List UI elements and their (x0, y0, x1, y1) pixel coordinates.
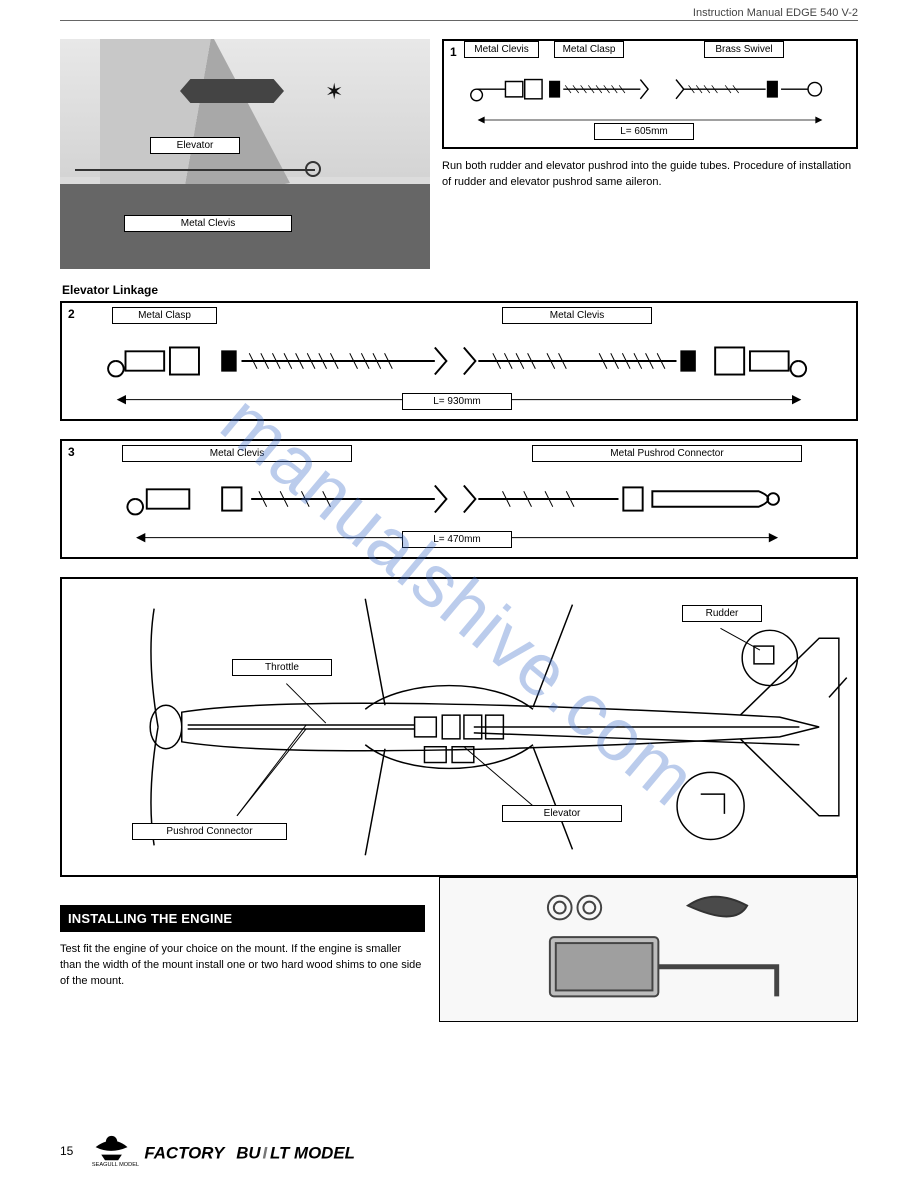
elevator-linkage-diagram: 2 (60, 301, 858, 421)
svg-text:I: I (263, 1143, 268, 1162)
engine-mount-photo (439, 877, 858, 1022)
step-2: 2 (68, 307, 75, 321)
pushrod-connector-label: Pushrod Connector (132, 823, 287, 840)
throttle-label: Throttle (232, 659, 332, 676)
connector-label-3: Metal Pushrod Connector (532, 445, 802, 462)
elevator-label-tv: Elevator (502, 805, 622, 822)
swivel-label-1: Brass Swivel (704, 41, 784, 58)
engine-section-body: Test fit the engine of your choice on th… (60, 942, 425, 990)
clevis-label-1: Metal Clevis (464, 41, 539, 58)
elevator-label: Elevator (150, 137, 240, 154)
elevator-photo: ✶ Elevator Metal Clevis (60, 39, 430, 269)
step-3: 3 (68, 445, 75, 459)
page-number: 15 (60, 1144, 73, 1158)
svg-text:FACTORY: FACTORY (144, 1143, 226, 1162)
throttle-linkage-diagram: 3 (60, 439, 858, 559)
svg-text:BU: BU (236, 1143, 261, 1162)
header-title: Instruction Manual EDGE 540 V-2 (693, 7, 858, 19)
metal-clevis-label: Metal Clevis (124, 215, 292, 232)
clevis-label-3: Metal Clevis (122, 445, 352, 462)
step-1: 1 (450, 45, 457, 59)
length-label-1: L= 605mm (594, 123, 694, 140)
clasp-label-1: Metal Clasp (554, 41, 624, 58)
rudder-linkage-diagram: 1 (442, 39, 858, 149)
clevis-label-2: Metal Clevis (502, 307, 652, 324)
rudder-label: Rudder (682, 605, 762, 622)
length-label-3: L= 470mm (402, 531, 512, 548)
engine-section-title: INSTALLING THE ENGINE (60, 905, 425, 932)
plane-topview-diagram: Throttle Pushrod Connector Rudder Elevat… (60, 577, 858, 877)
elevator-linkage-title: Elevator Linkage (62, 283, 858, 297)
notes-text: Run both rudder and elevator pushrod int… (442, 159, 858, 191)
footer-logo: SEAGULL MODEL FACTORY BU I LT MODEL (90, 1130, 390, 1168)
brand-text: SEAGULL MODEL (92, 1162, 139, 1168)
svg-text:LT MODEL: LT MODEL (270, 1143, 355, 1162)
clasp-label-2: Metal Clasp (112, 307, 217, 324)
length-label-2: L= 930mm (402, 393, 512, 410)
